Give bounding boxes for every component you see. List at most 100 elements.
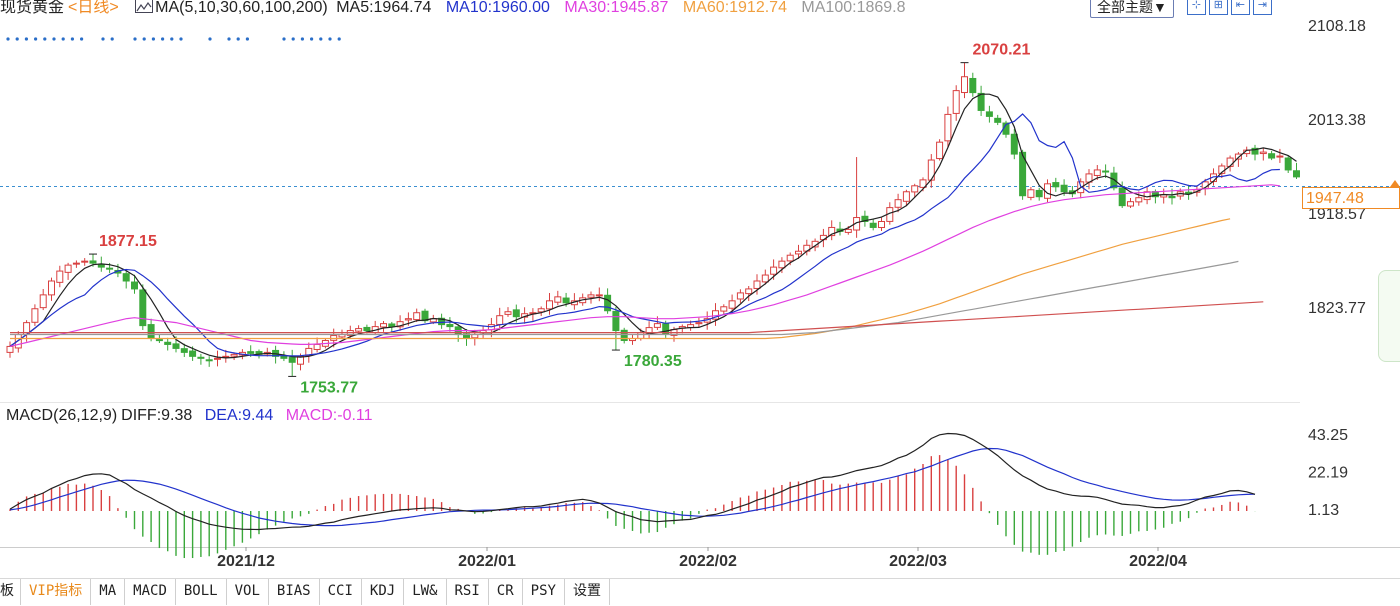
grid-icon[interactable]: ⊞: [1208, 0, 1228, 15]
tab-8[interactable]: KDJ: [362, 579, 405, 605]
tab-5[interactable]: VOL: [227, 579, 269, 605]
tab-11[interactable]: CR: [489, 579, 523, 605]
theme-dropdown[interactable]: 全部主题▼: [1090, 0, 1174, 18]
candle-up: [6, 345, 14, 353]
signal-dot: [34, 37, 38, 41]
candle-down: [1268, 153, 1276, 159]
candle-down: [662, 323, 670, 335]
candle-down: [147, 324, 155, 340]
candle-down: [1010, 133, 1018, 155]
candle-up: [828, 226, 836, 237]
macd-dea: DEA:9.44: [204, 407, 274, 424]
candle-up: [496, 315, 504, 325]
candle-up: [944, 113, 952, 142]
signal-dot: [300, 37, 304, 41]
signal-dot: [282, 37, 286, 41]
candle-up: [961, 76, 968, 94]
candle-up: [14, 334, 22, 349]
time-axis: 2021/12 2022/01 2022/02 2022/03 2022/04: [217, 547, 1187, 570]
candle-up: [413, 312, 421, 321]
candle-up: [504, 311, 512, 315]
symbol-name: 现货黄金: [0, 0, 65, 16]
tab-6[interactable]: BIAS: [269, 579, 320, 605]
candle-up: [31, 308, 39, 323]
scroll-right-icon[interactable]: ⇥: [1252, 0, 1272, 15]
tab-4[interactable]: BOLL: [176, 579, 227, 605]
candle-down: [1284, 157, 1292, 171]
candle-down: [446, 323, 454, 328]
current-price-tag: 1947.48: [1302, 187, 1400, 209]
macd-tick-label: 22.19: [1308, 464, 1348, 481]
macd-title: MACD(26,12,9): [6, 407, 118, 424]
macd-value: MACD:-0.11: [285, 407, 373, 424]
candle-down: [89, 260, 97, 264]
candle-up: [404, 318, 412, 321]
candle-up: [297, 355, 304, 365]
signal-dot: [142, 37, 146, 41]
candle-up: [1259, 151, 1267, 155]
tab-7[interactable]: CCI: [320, 579, 362, 605]
tab-9[interactable]: LW&: [404, 579, 447, 605]
tab-0[interactable]: 板: [0, 579, 21, 605]
candle-down: [612, 310, 620, 332]
ma10-line: [9, 113, 1280, 357]
candle-up: [380, 323, 387, 328]
candle-down: [131, 281, 138, 290]
signal-dot: [52, 37, 56, 41]
signal-dot: [179, 37, 183, 41]
annotations-layer: 2070.21 1877.15 1753.77 1780.35: [89, 42, 1030, 396]
candle-up: [537, 308, 545, 313]
candle-up: [853, 217, 861, 231]
time-tick-label: 2022/01: [458, 553, 516, 570]
candle-up: [48, 280, 55, 296]
candle-up: [355, 328, 363, 332]
ma-label[interactable]: MA(5,10,30,60,100,200): [155, 0, 328, 16]
candle-up: [728, 300, 736, 309]
indicator-tabs: 板 VIP指标 MA MACD BOLL VOL BIAS CCI KDJ LW& RSI CR PSY…: [0, 578, 1400, 605]
period-selector[interactable]: <日线>: [68, 0, 119, 16]
crosshair-icon[interactable]: ⊹: [1186, 0, 1206, 15]
candle-up: [305, 347, 313, 357]
candle-up: [936, 141, 944, 160]
candle-down: [604, 294, 612, 312]
candle-up: [396, 321, 404, 328]
signal-dot: [161, 37, 165, 41]
tab-13[interactable]: 设置: [565, 579, 610, 605]
candle-up: [64, 264, 72, 273]
signal-dots: [6, 37, 341, 41]
side-panel-handle[interactable]: [1378, 270, 1400, 362]
candle-up: [81, 260, 89, 263]
signal-dot: [236, 37, 240, 41]
indicator-legend: 现货黄金 <日线> MA(5,10,30,60,100,200) MA5:1964…: [0, 0, 910, 19]
candle-down: [1293, 170, 1300, 178]
candle-up: [637, 332, 645, 339]
signal-dot: [245, 37, 249, 41]
candle-up: [761, 274, 769, 283]
diff-line: [9, 432, 1256, 531]
tab-10[interactable]: RSI: [447, 579, 489, 605]
time-tick-label: 2022/03: [889, 553, 947, 570]
candle-up: [653, 323, 661, 328]
signal-dot: [6, 37, 10, 41]
candle-up: [587, 294, 595, 298]
ma60-line: [10, 218, 1231, 340]
price-tick-label: 1918.57: [1308, 206, 1366, 223]
candle-down: [1251, 147, 1259, 155]
candle-up: [1127, 201, 1134, 207]
tab-2[interactable]: MA: [91, 579, 126, 605]
candle-up: [72, 262, 80, 265]
price-chart[interactable]: 2070.21 1877.15 1753.77 1780.35 2108.18 2013…: [0, 0, 1400, 578]
ma-icon: [135, 0, 154, 13]
candle-up: [878, 221, 885, 229]
signal-dot: [227, 37, 231, 41]
tab-1[interactable]: VIP指标: [21, 579, 92, 605]
tab-3[interactable]: MACD: [125, 579, 176, 605]
candle-down: [1118, 187, 1126, 207]
macd-legend: MACD(26,12,9) DIFF:9.38 DEA:9.44 MACD:-0.…: [6, 406, 381, 426]
ma30-line: [9, 184, 1280, 347]
tab-12[interactable]: PSY: [523, 579, 565, 605]
signal-dot: [328, 37, 332, 41]
scroll-left-icon[interactable]: ⇤: [1230, 0, 1250, 15]
candle-down: [1052, 182, 1060, 188]
ma-lines-layer: [9, 93, 1297, 359]
